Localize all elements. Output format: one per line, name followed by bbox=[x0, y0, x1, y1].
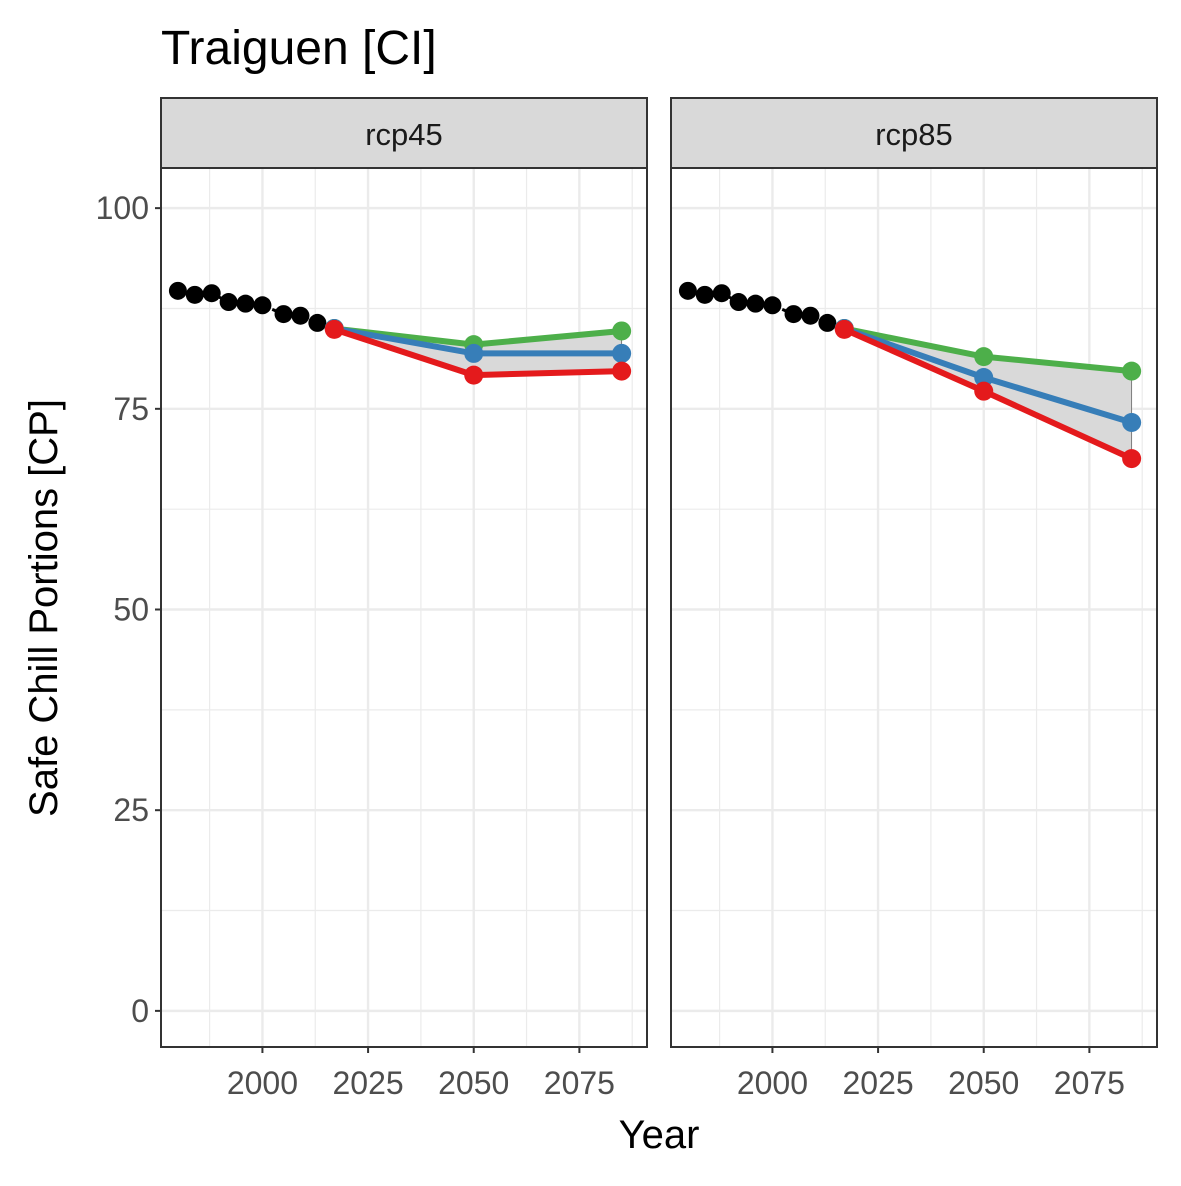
plot-area bbox=[671, 168, 1157, 1047]
y-tick-label: 75 bbox=[113, 391, 149, 427]
series-point-green bbox=[974, 347, 994, 367]
panel-border bbox=[670, 167, 1158, 1048]
y-tick-label: 25 bbox=[113, 792, 149, 828]
x-tick-label: 2075 bbox=[1054, 1065, 1125, 1101]
series-point-blue bbox=[1122, 412, 1142, 432]
series-point-red bbox=[974, 381, 994, 401]
strip-background bbox=[670, 97, 1158, 169]
y-tick-label: 50 bbox=[113, 592, 149, 628]
x-axis-title: Year bbox=[619, 1113, 700, 1157]
historic-point bbox=[695, 285, 714, 304]
historic-point bbox=[185, 285, 204, 304]
x-tick-label: 2000 bbox=[737, 1065, 808, 1101]
panel-rcp85: rcp85 2000 2025 2050 2075 bbox=[670, 97, 1158, 1101]
series-point-green bbox=[612, 321, 632, 341]
x-tick-label: 2025 bbox=[332, 1065, 403, 1101]
historic-point bbox=[308, 313, 327, 332]
series-point-red bbox=[464, 365, 484, 385]
historic-point bbox=[818, 313, 837, 332]
historic-point bbox=[784, 305, 803, 324]
historic-point bbox=[274, 305, 293, 324]
series-point-red bbox=[1122, 449, 1142, 469]
historic-point bbox=[253, 296, 272, 315]
historic-point bbox=[291, 306, 310, 325]
series-point-blue bbox=[464, 343, 484, 363]
series-point-red bbox=[324, 319, 344, 339]
historic-point bbox=[219, 293, 238, 312]
plot-area bbox=[161, 168, 647, 1047]
historic-point bbox=[202, 284, 221, 303]
strip-label: rcp45 bbox=[365, 117, 443, 152]
historic-point bbox=[678, 281, 697, 300]
series-point-blue bbox=[612, 343, 632, 363]
x-tick-label: 2050 bbox=[438, 1065, 509, 1101]
series-point-green bbox=[1122, 361, 1142, 381]
series-point-blue bbox=[974, 368, 994, 388]
historic-point bbox=[236, 294, 255, 313]
x-tick-label: 2075 bbox=[544, 1065, 615, 1101]
y-tick-label: 0 bbox=[131, 993, 149, 1029]
historic-point bbox=[746, 294, 765, 313]
strip-background bbox=[160, 97, 648, 169]
historic-point bbox=[729, 293, 748, 312]
x-tick-label: 2000 bbox=[227, 1065, 298, 1101]
series-point-red bbox=[612, 361, 632, 381]
strip-label: rcp85 bbox=[875, 117, 953, 152]
historic-point bbox=[763, 296, 782, 315]
panel-border bbox=[160, 167, 648, 1048]
y-tick-label: 100 bbox=[96, 190, 149, 226]
historic-point bbox=[168, 281, 187, 300]
series-point-red bbox=[834, 319, 854, 339]
panels-layer: 0 25 50 75 100 rcp45 2000 2025 2050 2075 rcp85 2000… bbox=[96, 97, 1158, 1101]
chart-title: Traiguen [CI] bbox=[161, 22, 437, 75]
historic-point bbox=[801, 306, 820, 325]
historic-point bbox=[712, 284, 731, 303]
y-axis-title: Safe Chill Portions [CP] bbox=[22, 399, 66, 817]
panel-rcp45: rcp45 2000 2025 2050 2075 bbox=[160, 97, 648, 1101]
x-tick-label: 2050 bbox=[948, 1065, 1019, 1101]
x-tick-label: 2025 bbox=[842, 1065, 913, 1101]
